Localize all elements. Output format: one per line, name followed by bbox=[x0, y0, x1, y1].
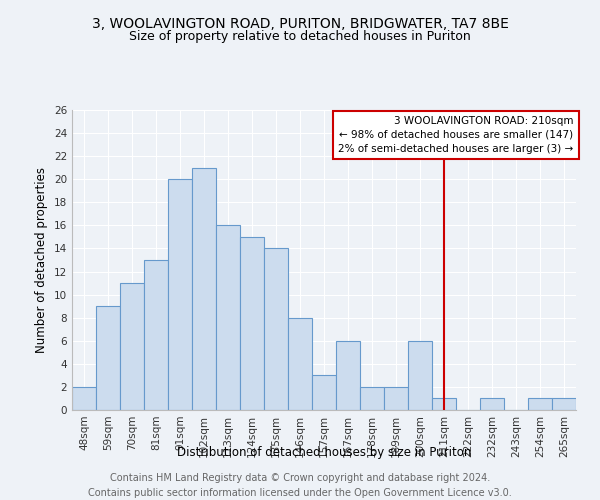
Text: Size of property relative to detached houses in Puriton: Size of property relative to detached ho… bbox=[129, 30, 471, 43]
Bar bbox=[96, 306, 120, 410]
Bar bbox=[336, 341, 360, 410]
Bar bbox=[288, 318, 312, 410]
Y-axis label: Number of detached properties: Number of detached properties bbox=[35, 167, 49, 353]
Bar bbox=[528, 398, 552, 410]
Bar bbox=[192, 168, 216, 410]
Text: Contains HM Land Registry data © Crown copyright and database right 2024.
Contai: Contains HM Land Registry data © Crown c… bbox=[88, 472, 512, 498]
Bar bbox=[72, 387, 96, 410]
Bar bbox=[168, 179, 192, 410]
Text: 3, WOOLAVINGTON ROAD, PURITON, BRIDGWATER, TA7 8BE: 3, WOOLAVINGTON ROAD, PURITON, BRIDGWATE… bbox=[92, 18, 508, 32]
Text: Distribution of detached houses by size in Puriton: Distribution of detached houses by size … bbox=[177, 446, 471, 459]
Bar bbox=[216, 226, 240, 410]
Bar bbox=[432, 398, 456, 410]
Bar bbox=[480, 398, 504, 410]
Bar bbox=[264, 248, 288, 410]
Bar bbox=[408, 341, 432, 410]
Text: 3 WOOLAVINGTON ROAD: 210sqm
← 98% of detached houses are smaller (147)
2% of sem: 3 WOOLAVINGTON ROAD: 210sqm ← 98% of det… bbox=[338, 116, 574, 154]
Bar bbox=[144, 260, 168, 410]
Bar bbox=[120, 283, 144, 410]
Bar bbox=[240, 237, 264, 410]
Bar bbox=[312, 376, 336, 410]
Bar bbox=[384, 387, 408, 410]
Bar bbox=[360, 387, 384, 410]
Bar bbox=[552, 398, 576, 410]
